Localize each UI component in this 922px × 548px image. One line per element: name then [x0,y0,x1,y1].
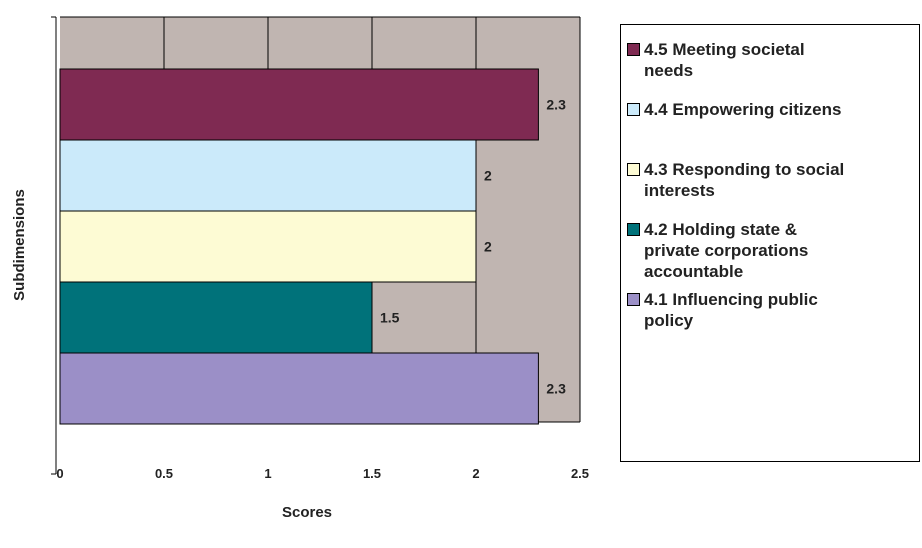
x-tick-label: 2.5 [571,466,589,481]
legend-swatch [627,223,640,236]
legend-item: 4.5 Meeting societal needs [627,39,922,81]
bar [59,139,477,212]
data-labels: 2.3 2 2 1.5 2.3 [380,97,566,397]
data-label: 2.3 [546,97,566,113]
legend-item: 4.3 Responding to social interests [627,159,922,201]
x-tick-label: 0.5 [155,466,173,481]
legend-label: 4.5 Meeting societal needs [644,40,805,80]
data-label: 1.5 [380,310,400,326]
legend: 4.5 Meeting societal needs 4.4 Empowering… [620,24,920,462]
legend-swatch [627,293,640,306]
bar [59,352,539,425]
data-label: 2.3 [546,381,566,397]
legend-label: 4.3 Responding to social interests [644,160,845,200]
legend-label: 4.1 Influencing public policy [644,290,818,330]
x-tick-label: 0 [56,466,63,481]
bar [59,210,477,283]
x-tick-labels: 0 0.5 1 1.5 2 2.5 [56,466,589,481]
legend-label: 4.4 Empowering citizens [644,100,842,119]
legend-swatch [627,43,640,56]
bar-chart: 2.3 2 2 1.5 2.3 0 0.5 1 1.5 2 2.5 Scores Subdimen… [11,16,589,521]
data-label: 2 [484,168,492,184]
bars [59,68,539,425]
x-tick-label: 1.5 [363,466,381,481]
data-label: 2 [484,239,492,255]
legend-label: 4.2 Holding state & private corporations… [644,220,809,281]
legend-item: 4.2 Holding state & private corporations… [627,219,922,282]
x-axis-title: Scores [282,504,332,521]
legend-item: 4.4 Empowering citizens [627,99,922,120]
axes [51,16,57,475]
legend-swatch [627,103,640,116]
bar [59,281,373,354]
x-tick-label: 2 [472,466,479,481]
x-tick-label: 1 [264,466,271,481]
legend-swatch [627,163,640,176]
legend-item: 4.1 Influencing public policy [627,289,922,331]
bar [59,68,539,141]
y-axis-title: Subdimensions [11,189,28,301]
